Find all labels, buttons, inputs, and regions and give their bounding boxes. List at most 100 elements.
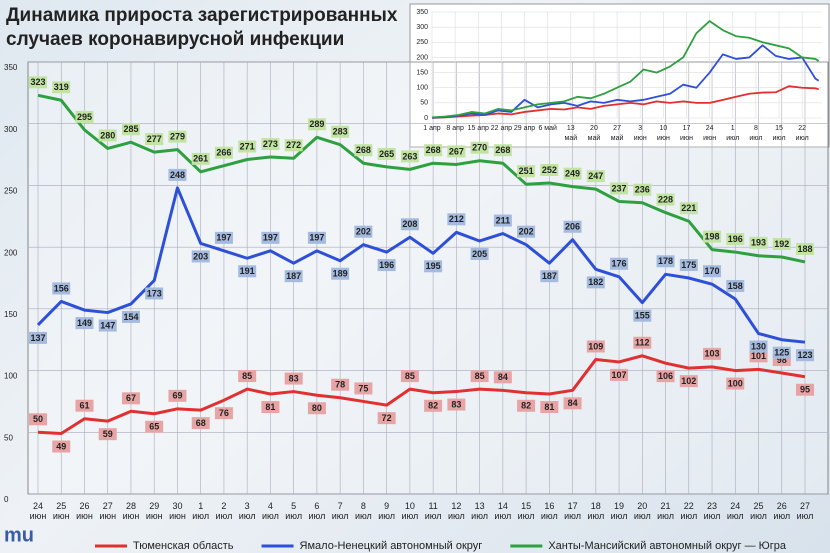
data-label: 85 [242, 371, 252, 381]
data-label: 198 [705, 231, 720, 241]
data-label: 50 [33, 414, 43, 424]
data-label: 147 [100, 320, 115, 330]
data-label-box [400, 370, 419, 383]
data-label-box [563, 220, 582, 233]
x-tick-label: 6 июл [308, 501, 325, 521]
data-label: 109 [588, 341, 603, 351]
data-label: 85 [475, 371, 485, 381]
data-label: 112 [635, 338, 650, 348]
data-label: 196 [379, 260, 394, 270]
data-label: 249 [565, 169, 580, 179]
data-label-box [563, 397, 582, 410]
data-label-box [354, 382, 373, 395]
data-label-box [424, 399, 443, 412]
x-tick-label: 13 май [565, 125, 578, 142]
x-tick-label: 4 июл [262, 501, 279, 521]
y-tick-label: 100 [4, 372, 18, 381]
x-tick-label: 20 май [588, 125, 601, 142]
y-tick-label: 100 [416, 85, 428, 92]
x-tick-label: 17 июл [564, 501, 581, 521]
data-label-box [261, 231, 280, 244]
data-label: 289 [309, 119, 324, 129]
data-label: 85 [405, 371, 415, 381]
data-label: 78 [335, 380, 345, 390]
x-tick-label: 24 июн [30, 501, 47, 521]
data-label-box [191, 152, 210, 165]
data-label-box [470, 247, 489, 260]
y-tick-label: 50 [4, 433, 13, 442]
x-tick-label: 10 июн [657, 125, 670, 142]
data-label-box [493, 144, 512, 157]
data-label-box [772, 238, 791, 251]
data-label-box [749, 340, 768, 353]
data-label: 279 [170, 132, 185, 142]
series-line [431, 85, 819, 119]
data-label: 228 [658, 194, 673, 204]
x-tick-label: 8 апр [446, 125, 464, 132]
data-label: 81 [265, 402, 275, 412]
data-label: 80 [312, 403, 322, 413]
data-label-box [726, 377, 745, 390]
data-label-box [168, 130, 187, 143]
data-label-box [52, 81, 71, 94]
data-label-box [145, 420, 164, 433]
data-label: 248 [170, 170, 185, 180]
x-tick-label: 18 июл [587, 501, 604, 521]
x-tick-label: 7 июл [332, 501, 349, 521]
data-label-box [331, 267, 350, 280]
data-label: 81 [544, 402, 554, 412]
legend-label: Ямало-Ненецкий автономный округ [300, 540, 483, 552]
data-label-box [98, 428, 117, 441]
data-label-box [52, 282, 71, 295]
y-tick-label: 150 [4, 310, 18, 319]
data-label: 68 [196, 418, 206, 428]
data-label: 208 [402, 219, 417, 229]
x-tick-label: 24 июн [703, 125, 716, 142]
data-label-box [679, 375, 698, 388]
data-label: 236 [635, 185, 650, 195]
data-label-box [52, 440, 71, 453]
data-label: 195 [426, 261, 441, 271]
y-tick-label: 0 [424, 115, 428, 122]
x-tick-label: 21 июл [657, 501, 674, 521]
data-label: 319 [54, 82, 69, 92]
data-label-box [261, 401, 280, 414]
x-tick-label: 17 июн [680, 125, 693, 142]
data-label-box [517, 399, 536, 412]
series-line [431, 20, 820, 119]
data-label-box [679, 259, 698, 271]
data-label-box [493, 214, 512, 227]
data-label-box [703, 230, 722, 243]
series-line [36, 186, 806, 344]
x-tick-label: 2 июл [216, 501, 233, 521]
data-label: 252 [542, 165, 557, 175]
data-label-box [656, 370, 675, 383]
data-label: 76 [219, 408, 229, 418]
data-label-box [633, 309, 652, 322]
y-tick-label: 0 [4, 495, 9, 504]
x-tick-label: 29 апр [514, 125, 535, 132]
data-label: 273 [263, 139, 278, 149]
data-label: 154 [123, 312, 138, 322]
data-label-box [633, 183, 652, 196]
data-label: 267 [449, 146, 464, 156]
y-tick-label: 250 [4, 187, 18, 196]
data-label: 155 [635, 311, 650, 321]
data-label-box [610, 368, 629, 381]
data-label-box [307, 402, 326, 415]
data-label-box [214, 231, 233, 244]
data-label-box [400, 150, 419, 163]
data-label: 125 [774, 348, 789, 358]
data-label: 247 [588, 171, 603, 181]
data-label-box [261, 138, 280, 151]
data-label-box [493, 371, 512, 384]
data-label-box [354, 225, 373, 238]
data-label: 82 [521, 401, 531, 411]
x-tick-label: 10 июл [401, 501, 418, 521]
data-label: 295 [77, 112, 92, 122]
data-label: 137 [30, 333, 45, 343]
data-label-box [354, 144, 373, 157]
data-label: 103 [705, 349, 720, 359]
data-label-box [75, 317, 94, 330]
data-label-box [121, 392, 140, 405]
